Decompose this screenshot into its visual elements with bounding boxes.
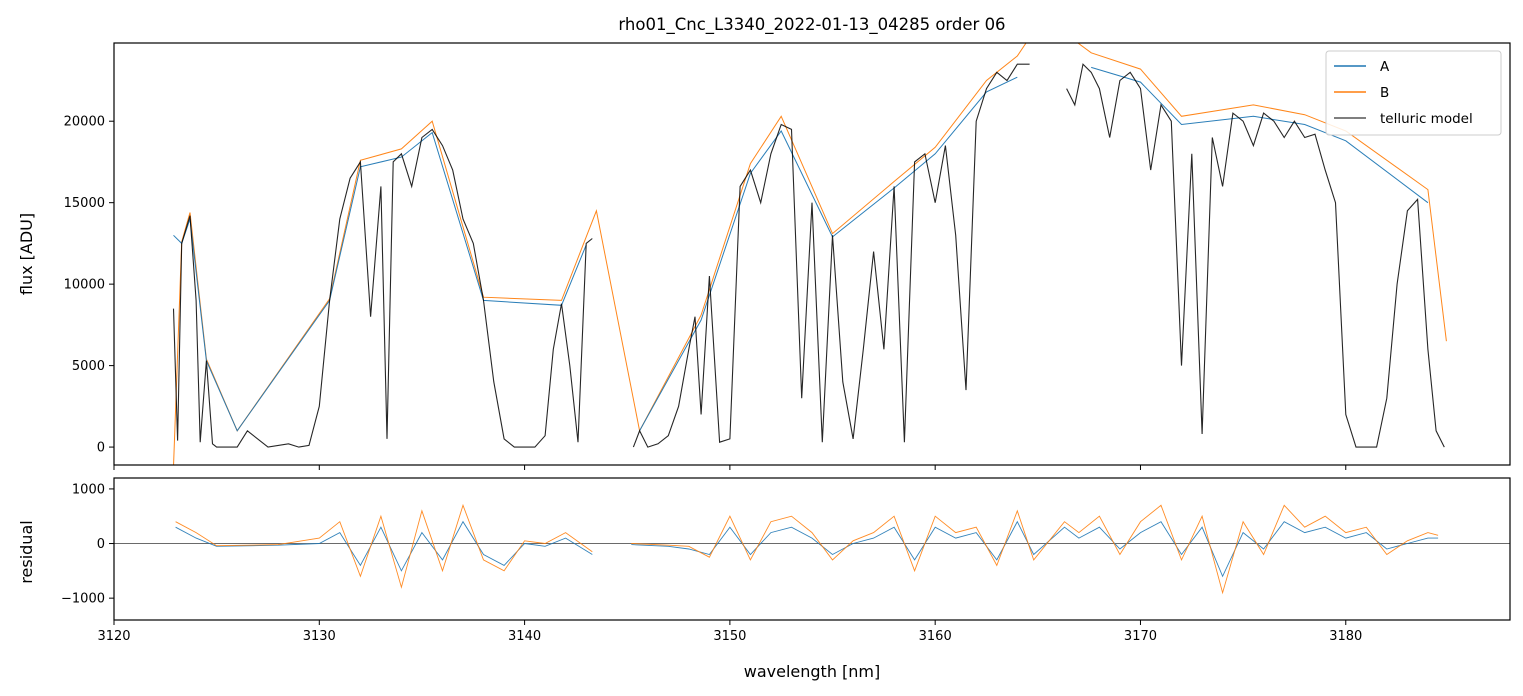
flux-y-tick-label: 10000 [64, 278, 105, 293]
flux-series-group [172, 43, 1447, 465]
flux-y-tick-label: 5000 [72, 359, 105, 374]
residual-y-ticks: 1000 0 −1000 [61, 482, 114, 607]
flux-y-tick-label: 20000 [64, 115, 105, 130]
legend: A B telluric model [1325, 50, 1502, 136]
flux-x-ticks [113, 465, 1347, 470]
x-axis-label: wavelength [nm] [744, 662, 881, 681]
legend-label-a: A [1380, 59, 1390, 75]
flux-y-ticks: 0 5000 10000 15000 20000 [64, 115, 114, 456]
flux-y-tick-label: 15000 [64, 196, 105, 211]
legend-box [1325, 50, 1502, 136]
residual-y-axis-label: residual [17, 520, 36, 583]
residual-y-tick-label: 0 [97, 537, 105, 552]
x-tick-label: 3140 [508, 629, 541, 644]
residual-panel: 10000−1000 3120 3130 3140 3150 3160 3170 3180 … [17, 477, 1511, 681]
flux-series-b [173, 43, 1447, 465]
flux-y-tick-label: 0 [97, 441, 105, 456]
x-tick-label: 3170 [1124, 629, 1157, 644]
legend-label-b: B [1380, 85, 1389, 101]
x-tick-label: 3120 [97, 629, 130, 644]
x-tick-label: 3180 [1329, 629, 1362, 644]
flux-series-telluric-model [172, 63, 1445, 448]
residual-y-tick-label: −1000 [61, 592, 105, 607]
flux-panel: 0 5000 10000 15000 20000 flux [ADU] A B tell… [17, 42, 1511, 470]
residual-y-tick-label: 1000 [72, 482, 105, 497]
x-tick-label: 3130 [303, 629, 336, 644]
x-tick-label: 3160 [919, 629, 952, 644]
flux-panel-frame [113, 42, 1511, 466]
residual-series-b [175, 503, 1439, 595]
x-tick-label: 3150 [713, 629, 746, 644]
residual-series-group [175, 503, 1439, 595]
residual-panel-frame [113, 477, 1511, 621]
flux-y-axis-label: flux [ADU] [17, 213, 36, 295]
residual-x-ticks: 3120 3130 3140 3150 3160 3170 3180 [97, 620, 1362, 644]
chart-title: rho01_Cnc_L3340_2022-01-13_04285 order 0… [618, 15, 1005, 35]
legend-label-model: telluric model [1380, 111, 1473, 127]
